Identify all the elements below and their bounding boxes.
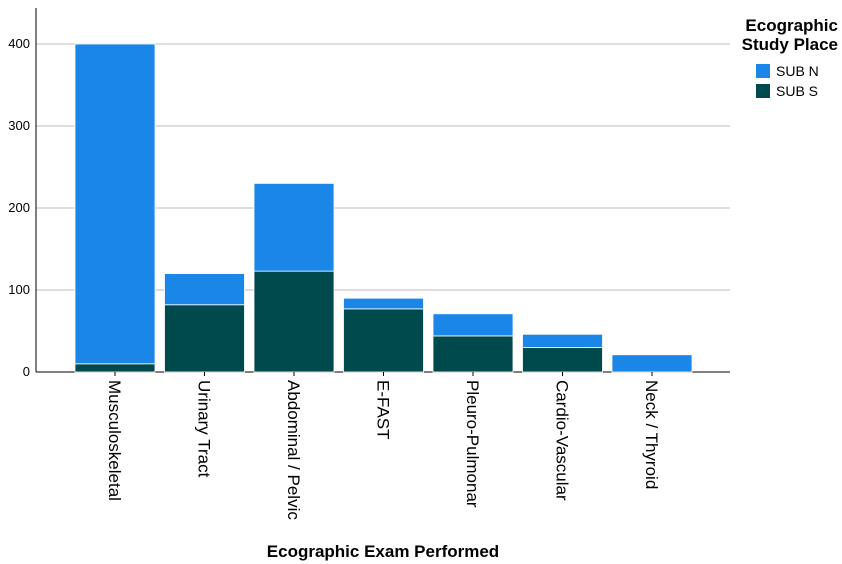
legend-label: SUB S [776, 83, 818, 99]
bar-sub-s [522, 346, 603, 373]
bar-sub-n [74, 43, 156, 365]
y-tick-label: 400 [8, 36, 30, 51]
y-tick-label: 300 [8, 118, 30, 133]
x-tick-label: E-FAST [374, 380, 393, 440]
legend-label: SUB N [776, 63, 819, 79]
x-tick-label: Urinary Tract [195, 380, 214, 478]
legend-swatch-sub-n [756, 64, 770, 78]
bar-sub-s [343, 308, 424, 373]
legend-swatch-sub-s [756, 84, 770, 98]
x-tick-label: Cardio-Vascular [553, 380, 572, 501]
bar-sub-n [611, 354, 693, 373]
x-tick-label: Abdominal / Pelvic [284, 380, 303, 520]
y-tick-label: 0 [23, 364, 30, 379]
legend-title: Ecographic [745, 16, 838, 35]
bar-sub-n [522, 333, 603, 348]
bar-sub-s [253, 270, 335, 373]
bar-sub-s [432, 335, 514, 373]
bar-sub-n [253, 182, 335, 272]
bar-sub-s [74, 363, 156, 373]
bar-sub-n [432, 313, 514, 337]
x-tick-label: Neck / Thyroid [642, 380, 661, 489]
bar-sub-s [164, 304, 245, 373]
y-tick-label: 100 [8, 282, 30, 297]
legend-title: Study Place [742, 35, 838, 54]
bar-sub-n [164, 273, 245, 306]
x-axis-title: Ecographic Exam Performed [267, 542, 499, 561]
bar-sub-n [343, 297, 424, 310]
y-tick-label: 200 [8, 200, 30, 215]
x-tick-label: Pleuro-Pulmonar [463, 380, 482, 508]
x-tick-label: Musculoskeletal [105, 380, 124, 501]
